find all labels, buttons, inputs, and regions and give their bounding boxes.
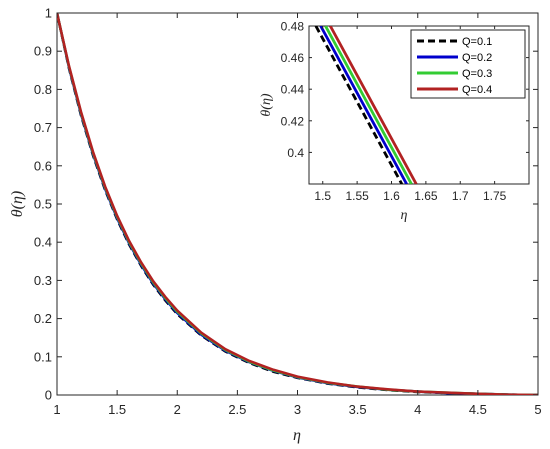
y-tick-label: 0.2: [34, 311, 52, 326]
y-tick-label: 0.44: [281, 83, 305, 97]
legend-label: Q=0.4: [462, 84, 492, 96]
x-tick-label: 3: [294, 402, 301, 417]
y-tick-label: 0.9: [34, 44, 52, 59]
legend-label: Q=0.3: [462, 68, 492, 80]
x-tick-label: 3.5: [349, 402, 367, 417]
main-series-group: [57, 13, 538, 395]
y-tick-label: 0.6: [34, 158, 52, 173]
main-x-ticks: 1 1.5 2 2.5 3 3.5 4 4.5 5: [53, 13, 542, 417]
inset-x-ticks: 1.5 1.55 1.6 1.65 1.7 1.75: [314, 26, 507, 203]
main-y-axis-label: θ(η): [9, 191, 26, 217]
y-tick-label: 0.42: [281, 114, 305, 128]
series-line-q-0-3: [324, 26, 413, 184]
main-x-axis-label: η: [293, 427, 301, 444]
inset-y-ticks: 0.4 0.42 0.44 0.46 0.48: [281, 20, 529, 160]
legend-items: Q=0.1 Q=0.2 Q=0.3 Q=0.4: [417, 36, 492, 96]
x-tick-label: 1.6: [383, 189, 400, 203]
x-tick-label: 1.5: [314, 189, 331, 203]
x-tick-label: 1.65: [414, 189, 438, 203]
inset-y-axis-label: θ(η): [259, 93, 274, 116]
x-tick-label: 1.55: [345, 189, 369, 203]
x-tick-label: 1.75: [483, 189, 507, 203]
legend-label: Q=0.2: [462, 52, 492, 64]
y-tick-label: 0.48: [281, 20, 305, 34]
series-line-q-0-2: [319, 26, 408, 184]
y-tick-label: 0.46: [281, 51, 305, 65]
x-tick-label: 2: [174, 402, 181, 417]
x-tick-label: 1.5: [108, 402, 126, 417]
y-tick-label: 0.5: [34, 197, 52, 212]
series-line-q-0-4: [329, 26, 418, 184]
y-tick-label: 0: [45, 388, 52, 403]
legend-label: Q=0.1: [462, 36, 492, 48]
inset-plot: 1.5 1.55 1.6 1.65 1.7 1.75 0.40.420.440.460.4…: [259, 20, 530, 223]
x-tick-label: 4.5: [469, 402, 487, 417]
y-tick-label: 0.1: [34, 349, 52, 364]
series-line-q-0-4: [57, 13, 538, 395]
x-tick-label: 4: [414, 402, 421, 417]
inset-x-axis-label: η: [401, 208, 408, 223]
y-tick-label: 0.8: [34, 82, 52, 97]
x-tick-label: 1.7: [452, 189, 469, 203]
x-tick-label: 2.5: [228, 402, 246, 417]
main-y-ticks: 0 0.1 0.2 0.3 0.4 0.5 0.6 0.7 0.8 0.9 1: [34, 6, 538, 403]
y-tick-label: 0.7: [34, 120, 52, 135]
series-line-q-0-1: [314, 26, 404, 184]
x-tick-label: 5: [534, 402, 541, 417]
y-tick-label: 0.4: [287, 146, 304, 160]
inset-series-group: [314, 26, 418, 184]
x-tick-label: 1: [53, 402, 60, 417]
y-tick-label: 0.4: [34, 235, 52, 250]
legend: Q=0.1 Q=0.2 Q=0.3 Q=0.4: [410, 29, 526, 99]
y-tick-label: 0.3: [34, 273, 52, 288]
y-tick-label: 1: [45, 6, 52, 21]
